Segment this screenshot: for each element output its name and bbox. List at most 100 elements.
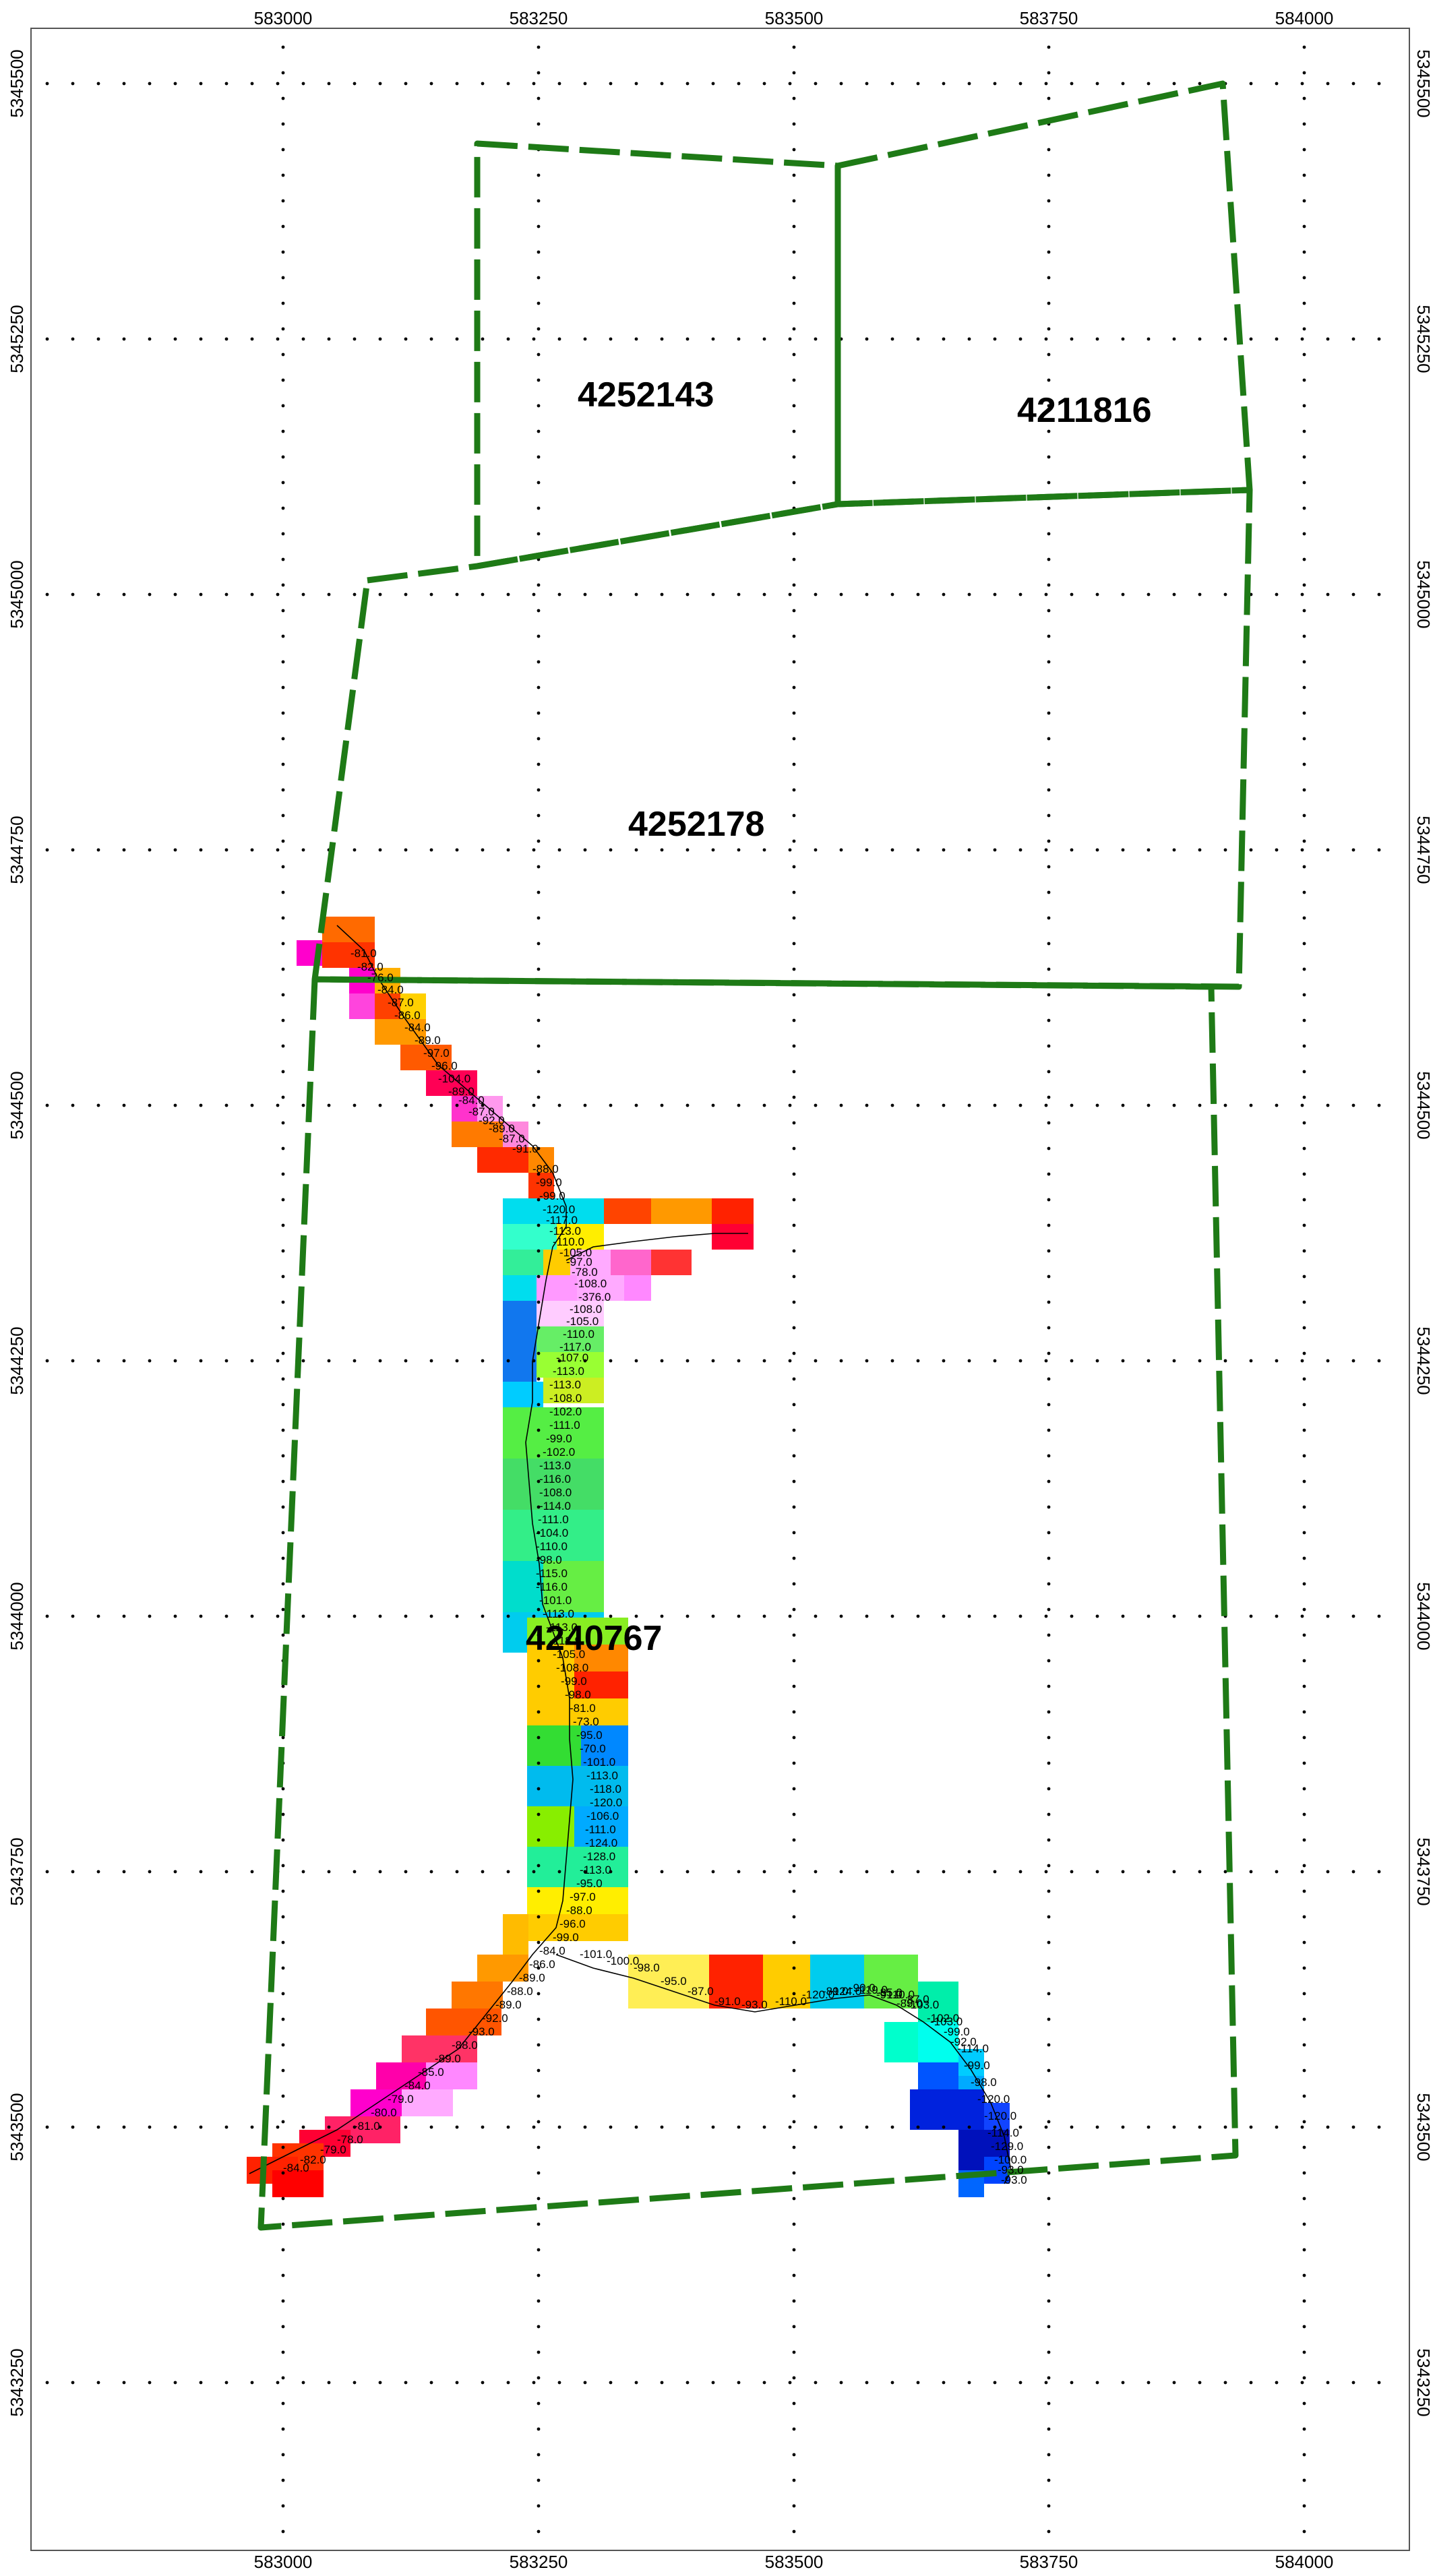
grid-dot xyxy=(250,848,254,852)
grid-dot xyxy=(557,1614,561,1618)
grid-dot xyxy=(281,1787,285,1791)
grid-dot xyxy=(711,2125,715,2129)
grid-dot xyxy=(711,592,715,596)
grid-dot xyxy=(737,337,741,341)
grid-dot xyxy=(96,592,100,596)
raster-cell xyxy=(884,2022,918,2062)
grid-dot xyxy=(1302,250,1306,254)
grid-dot xyxy=(792,1428,796,1432)
grid-dot xyxy=(814,848,818,852)
grid-dot xyxy=(224,1870,228,1874)
grid-dot xyxy=(1047,1659,1051,1663)
grid-dot xyxy=(199,1359,203,1363)
grid-dot xyxy=(281,2222,285,2226)
grid-dot xyxy=(378,1614,382,1618)
survey-value-label: -124.0 xyxy=(585,1837,617,1849)
survey-value-label: -91.0 xyxy=(512,1142,539,1155)
grid-dot xyxy=(711,848,715,852)
grid-dot xyxy=(481,82,485,86)
survey-value-label: -81.0 xyxy=(354,2120,380,2133)
grid-dot xyxy=(537,1684,541,1688)
grid-dot xyxy=(301,848,305,852)
grid-dot xyxy=(281,1018,285,1022)
grid-dot xyxy=(865,592,869,596)
grid-dot xyxy=(1302,1479,1306,1483)
grid-dot xyxy=(378,848,382,852)
raster-cell xyxy=(537,1275,577,1301)
x-axis-top: 583000 583250 583500 583750 584000 xyxy=(254,8,1334,28)
grid-dot xyxy=(199,2381,203,2385)
grid-dot xyxy=(281,1992,285,1996)
grid-dot xyxy=(173,592,177,596)
grid-dot xyxy=(1302,122,1306,126)
grid-dot xyxy=(537,1838,541,1842)
grid-dot xyxy=(537,1300,541,1304)
grid-dot xyxy=(1249,848,1253,852)
grid-dot xyxy=(942,82,946,86)
grid-dot xyxy=(792,481,796,485)
grid-dot xyxy=(1302,148,1306,152)
grid-dot xyxy=(1047,1044,1051,1048)
grid-dot xyxy=(1302,1838,1306,1842)
grid-dot xyxy=(281,481,285,485)
grid-dot xyxy=(537,122,541,126)
grid-dot xyxy=(1275,592,1279,596)
grid-dot xyxy=(1377,1614,1381,1618)
grid-dot xyxy=(1302,532,1306,536)
grid-dot xyxy=(404,2125,408,2129)
grid-dot xyxy=(792,276,796,280)
survey-value-label: -97.0 xyxy=(423,1047,450,1060)
grid-dot xyxy=(1249,1614,1253,1618)
grid-dot xyxy=(1275,337,1279,341)
grid-dot xyxy=(281,2171,285,2175)
grid-dot xyxy=(281,378,285,382)
grid-dot xyxy=(1018,337,1022,341)
grid-dot xyxy=(1302,685,1306,689)
grid-dot xyxy=(1047,1146,1051,1151)
survey-value-label: -98.0 xyxy=(971,2076,997,2089)
grid-dot xyxy=(537,609,541,613)
grid-dot xyxy=(532,848,536,852)
grid-dot xyxy=(250,1359,254,1363)
survey-value-label: -91.0 xyxy=(714,1995,741,2008)
grid-dot xyxy=(327,1614,331,1618)
y-tick-left-1: 5345500 xyxy=(7,49,27,117)
grid-dot xyxy=(404,1359,408,1363)
grid-dot xyxy=(814,1870,818,1874)
grid-dot xyxy=(537,1864,541,1868)
grid-dot xyxy=(281,224,285,228)
grid-dot xyxy=(1302,1531,1306,1535)
grid-dot xyxy=(792,1146,796,1151)
grid-dot xyxy=(281,814,285,818)
grid-dot xyxy=(792,1249,796,1253)
grid-dot xyxy=(1047,1479,1051,1483)
grid-dot xyxy=(1047,173,1051,177)
grid-dot xyxy=(792,1966,796,1970)
survey-value-label: -107.0 xyxy=(556,1351,588,1364)
grid-dot xyxy=(281,737,285,741)
grid-dot xyxy=(1018,592,1022,596)
grid-dot xyxy=(532,1614,536,1618)
grid-dot xyxy=(1047,762,1051,766)
grid-dot xyxy=(301,592,305,596)
grid-dot xyxy=(792,1889,796,1893)
grid-dot xyxy=(557,337,561,341)
survey-traverse-line xyxy=(249,925,574,2174)
grid-dot xyxy=(1095,2381,1099,2385)
grid-dot xyxy=(1047,2248,1051,2252)
grid-dot xyxy=(792,2529,796,2534)
grid-dot xyxy=(378,592,382,596)
grid-dot xyxy=(537,250,541,254)
grid-dot xyxy=(1047,1736,1051,1740)
survey-value-label: -103.0 xyxy=(930,2015,963,2028)
grid-dot xyxy=(301,337,305,341)
grid-dot xyxy=(1300,2125,1304,2129)
grid-dot xyxy=(537,2325,541,2329)
grid-dot xyxy=(792,2453,796,2457)
grid-dot xyxy=(1172,82,1176,86)
survey-value-label: -120.0 xyxy=(802,1988,834,2001)
grid-dot xyxy=(537,2043,541,2047)
grid-dot xyxy=(839,1359,843,1363)
raster-cell xyxy=(503,1459,604,1510)
survey-value-label: -99.0 xyxy=(536,1176,562,1189)
